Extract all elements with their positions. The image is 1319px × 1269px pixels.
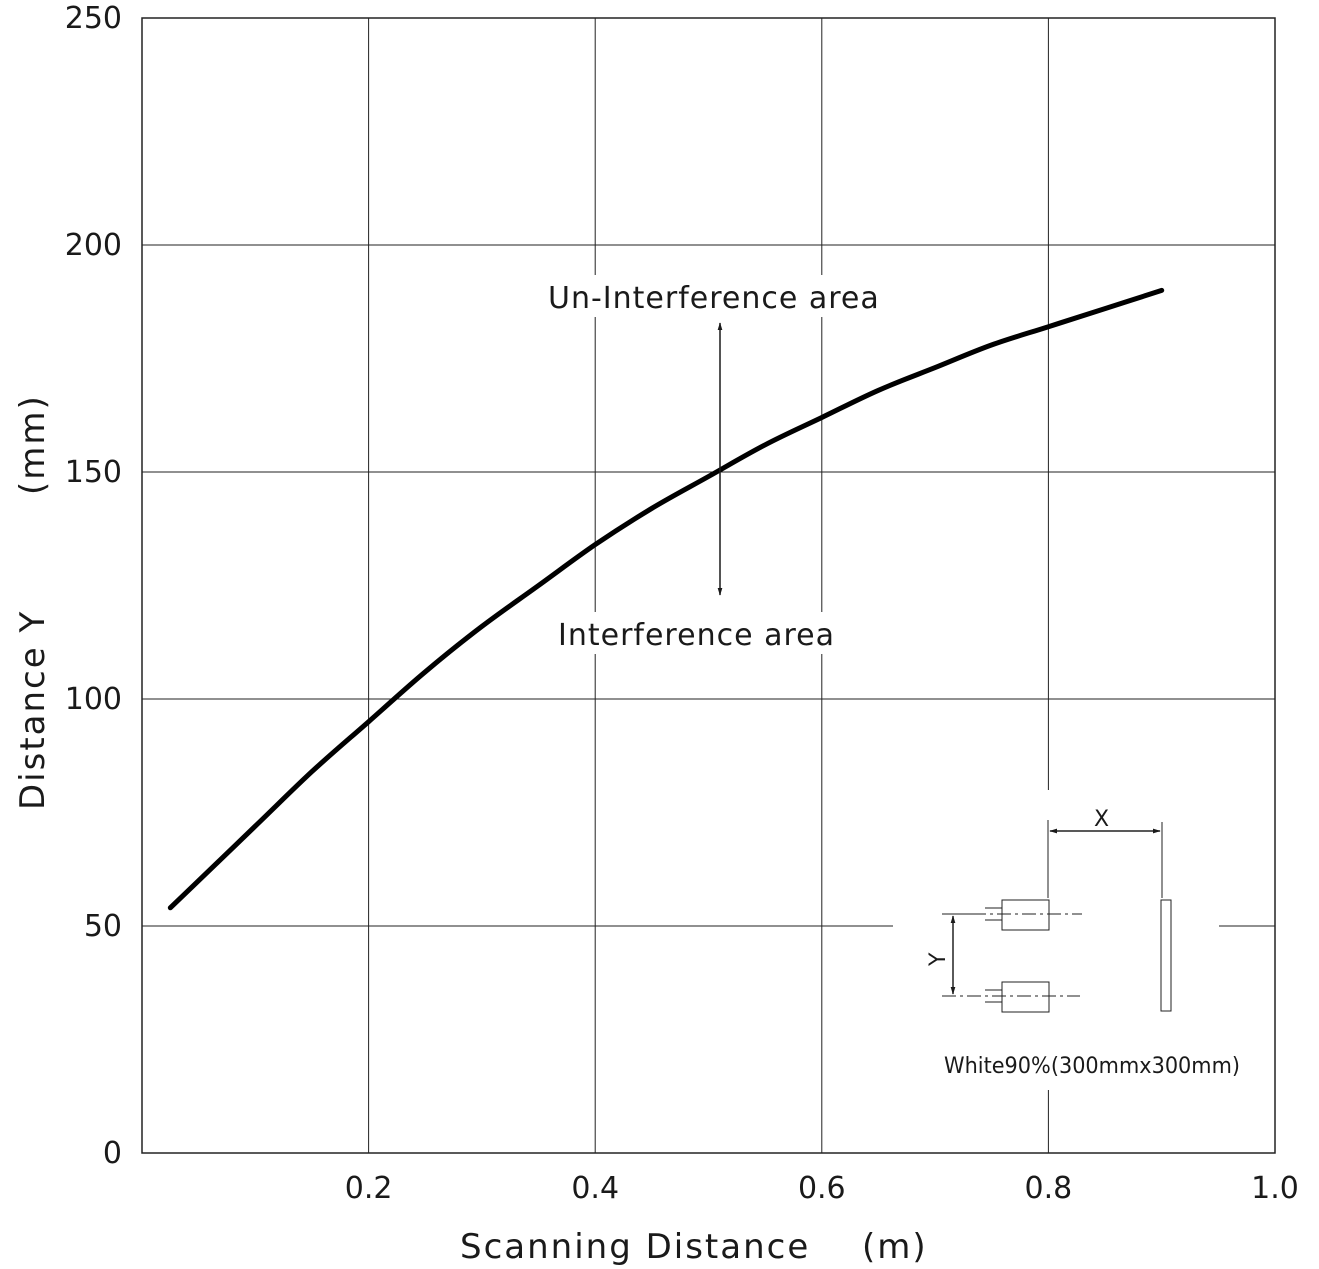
x-tick-label: 1.0 bbox=[1251, 1171, 1299, 1206]
series-line bbox=[167, 287, 1165, 911]
x-axis-unit: (m) bbox=[862, 1227, 928, 1267]
y-tick-label: 250 bbox=[65, 1, 122, 36]
y-tick-label: 200 bbox=[65, 228, 122, 263]
inset-caption: White90%(300mmx300mm) bbox=[944, 1054, 1240, 1079]
y-tick-labels: 0 50 100 150 200 250 bbox=[65, 1, 122, 1171]
inset-diagram: X Y White90%(300mmx300mm) bbox=[893, 790, 1240, 1090]
inset-x-label: X bbox=[1094, 807, 1109, 832]
annotation-lower: Interference area bbox=[558, 618, 835, 653]
x-tick-label: 0.6 bbox=[798, 1171, 846, 1206]
x-tick-label: 0.4 bbox=[571, 1171, 619, 1206]
annotation-upper-bg bbox=[540, 275, 935, 317]
annotation-upper: Un-Interference area bbox=[548, 281, 880, 316]
inset-y-label: Y bbox=[926, 952, 951, 967]
y-tick-label: 50 bbox=[84, 909, 122, 944]
y-axis-label: Distance Y bbox=[13, 610, 53, 810]
sensor-lower-body bbox=[1001, 981, 1050, 1013]
plot-frame bbox=[141, 17, 1276, 1154]
y-tick-label: 0 bbox=[103, 1136, 122, 1171]
y-tick-label: 150 bbox=[65, 455, 122, 490]
x-axis-label: Scanning Distance bbox=[460, 1227, 810, 1267]
inset-background bbox=[893, 790, 1219, 1090]
reflector-target bbox=[1160, 899, 1172, 1012]
x-tick-labels: 0.2 0.4 0.6 0.8 1.0 bbox=[345, 1171, 1299, 1206]
annotation-lower-bg bbox=[550, 612, 880, 654]
x-tick-label: 0.2 bbox=[345, 1171, 393, 1206]
y-tick-label: 100 bbox=[65, 682, 122, 717]
x-tick-label: 0.8 bbox=[1025, 1171, 1073, 1206]
sensor-upper-body bbox=[1001, 899, 1050, 931]
y-axis-unit: (mm) bbox=[13, 394, 53, 495]
